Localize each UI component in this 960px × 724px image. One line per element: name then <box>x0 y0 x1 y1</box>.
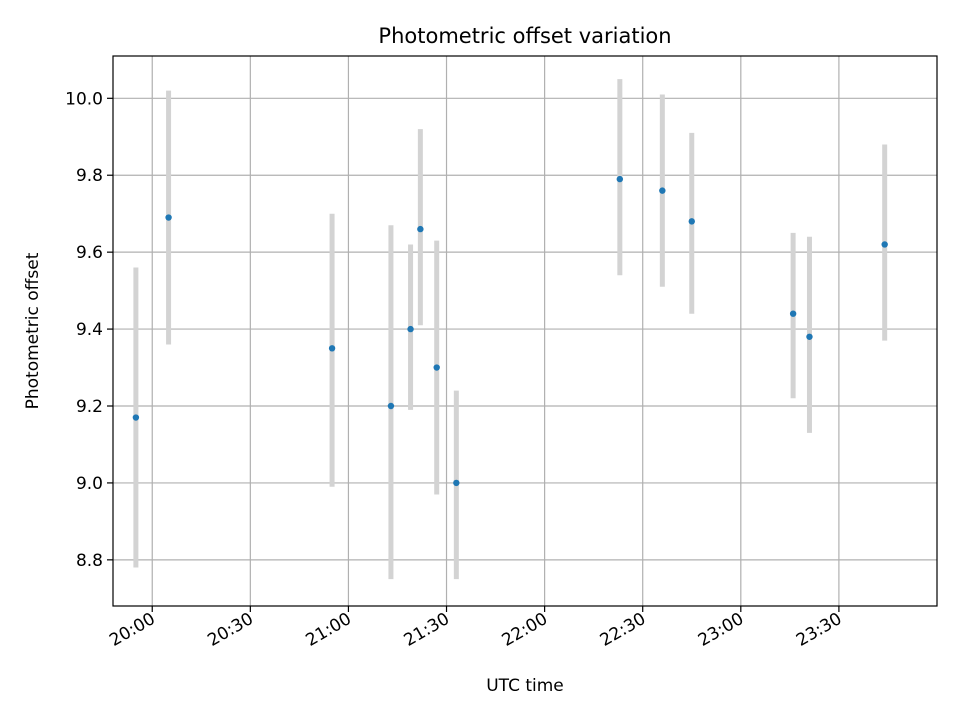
data-point <box>387 402 395 410</box>
data-point <box>165 214 172 221</box>
x-tick-label: 20:00 <box>106 609 158 651</box>
x-tick-label: 21:00 <box>302 609 354 651</box>
x-axis-ticks: 20:00 20:30 21:00 21:30 22:00 22:30 23:00 23:30 <box>106 606 845 651</box>
y-tick-label: 9.8 <box>76 166 103 186</box>
y-tick-label: 8.8 <box>76 551 103 571</box>
data-point <box>789 310 797 317</box>
y-tick-label: 9.2 <box>76 397 103 417</box>
data-point <box>688 218 695 225</box>
data-point <box>407 325 414 333</box>
y-tick-label: 9.0 <box>76 474 103 494</box>
chart-title: Photometric offset variation <box>378 24 671 48</box>
data-point <box>659 187 666 194</box>
data-point <box>453 479 460 487</box>
plot-frame <box>112 55 938 607</box>
y-tick-label: 10.0 <box>65 89 103 109</box>
x-tick-label: 22:30 <box>597 609 649 651</box>
x-tick-label: 21:30 <box>401 609 453 651</box>
data-point <box>328 345 336 352</box>
data-point <box>417 225 424 233</box>
x-tick-label: 23:30 <box>793 609 845 651</box>
data-point <box>616 175 624 183</box>
y-tick-label: 9.4 <box>76 320 103 340</box>
x-tick-label: 23:00 <box>695 609 747 651</box>
y-tick-label: 9.6 <box>76 243 103 263</box>
x-tick-label: 22:00 <box>499 609 551 651</box>
x-tick-label: 20:30 <box>204 609 256 651</box>
x-axis-label: UTC time <box>486 676 564 696</box>
data-point <box>806 333 813 340</box>
y-axis-ticks: 8.8 9.0 9.2 9.4 9.6 9.8 10.0 <box>65 89 113 571</box>
y-axis-label: Photometric offset <box>23 252 43 409</box>
data-point <box>132 414 140 421</box>
data-point <box>881 241 888 248</box>
data-points <box>132 175 888 487</box>
data-point <box>433 364 440 371</box>
grid <box>113 56 937 606</box>
